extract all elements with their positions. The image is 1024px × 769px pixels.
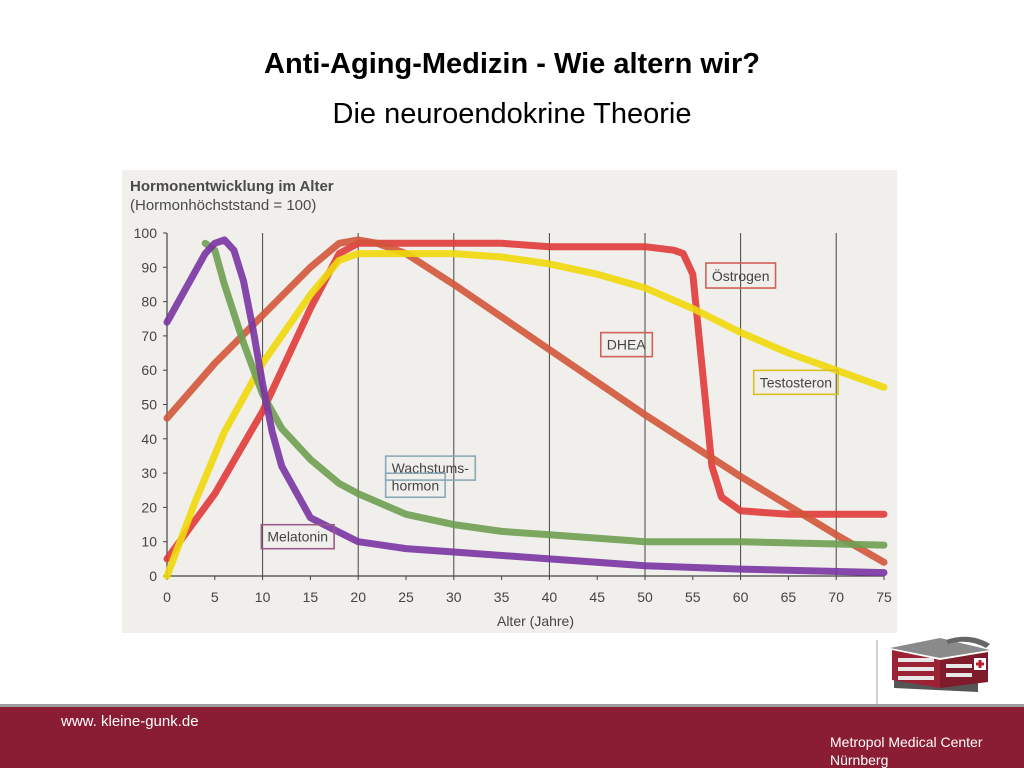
x-tick-label: 20 bbox=[350, 589, 366, 605]
x-tick-label: 55 bbox=[685, 589, 701, 605]
y-tick-label: 40 bbox=[141, 431, 157, 447]
y-tick-label: 30 bbox=[141, 465, 157, 481]
x-tick-label: 35 bbox=[494, 589, 510, 605]
y-tick-label: 90 bbox=[141, 259, 157, 275]
series-label: Testosteron bbox=[760, 374, 832, 390]
y-tick-label: 80 bbox=[141, 294, 157, 310]
series-label-box bbox=[384, 455, 477, 481]
y-tick-label: 50 bbox=[141, 397, 157, 413]
footer-organization: Metropol Medical Center Nürnberg bbox=[830, 733, 983, 769]
x-tick-label: 60 bbox=[733, 589, 749, 605]
series-label-box bbox=[599, 331, 654, 358]
x-tick-label: 50 bbox=[637, 589, 653, 605]
series-line bbox=[163, 250, 888, 580]
footer-rule bbox=[0, 704, 1024, 707]
series-label-box bbox=[384, 472, 446, 499]
hospital-building-logo bbox=[890, 636, 990, 692]
y-tick-label: 70 bbox=[141, 328, 157, 344]
series-line bbox=[163, 236, 888, 566]
footer-org-city: Nürnberg bbox=[830, 752, 889, 768]
series-label-box bbox=[260, 523, 335, 550]
x-tick-label: 0 bbox=[163, 589, 171, 605]
series-label: DHEA bbox=[607, 337, 647, 353]
series-label-box bbox=[705, 262, 777, 289]
chart-canvas: 0 10 20 30 40 50 60 70 80 90 100 0 5 10 15 20 25 30 35 40 45… bbox=[134, 225, 892, 629]
y-tick-label: 0 bbox=[149, 568, 157, 584]
hormone-chart: 0 10 20 30 40 50 60 70 80 90 100 0 5 10 15 20 25 30 35 40 45… bbox=[122, 170, 897, 633]
x-axis-label: Alter (Jahre) bbox=[497, 613, 574, 629]
series-label: Wachstums- bbox=[392, 460, 470, 476]
logo-divider bbox=[876, 640, 878, 704]
x-tick-label: 25 bbox=[398, 589, 414, 605]
x-tick-label: 30 bbox=[446, 589, 462, 605]
slide-subtitle: Die neuroendokrine Theorie bbox=[332, 98, 692, 130]
x-tick-label: 65 bbox=[781, 589, 797, 605]
footer-org-name: Metropol Medical Center bbox=[830, 734, 983, 750]
y-tick-label: 100 bbox=[134, 225, 158, 241]
x-tick-label: 75 bbox=[876, 589, 892, 605]
x-tick-label: 15 bbox=[303, 589, 319, 605]
slide-title: Anti-Aging-Medizin - Wie altern wir? bbox=[264, 48, 760, 80]
series-line bbox=[163, 236, 888, 577]
y-tick-label: 60 bbox=[141, 362, 157, 378]
x-tick-label: 5 bbox=[211, 589, 219, 605]
footer-url: www. kleine-gunk.de bbox=[61, 713, 199, 730]
footer-bar bbox=[0, 707, 1024, 768]
series-label: Östrogen bbox=[712, 267, 770, 284]
y-tick-label: 20 bbox=[141, 499, 157, 515]
x-tick-label: 10 bbox=[255, 589, 271, 605]
x-tick-label: 40 bbox=[542, 589, 558, 605]
series-label: hormon bbox=[392, 477, 439, 493]
series-label: Melatonin bbox=[267, 529, 328, 545]
series-label-box bbox=[752, 369, 839, 396]
y-tick-label: 10 bbox=[141, 534, 157, 550]
series-line bbox=[201, 239, 888, 549]
series-line bbox=[163, 239, 888, 563]
chart-title: Hormonentwicklung im Alter bbox=[130, 178, 334, 195]
chart-subtitle: (Hormonhöchststand = 100) bbox=[130, 197, 317, 214]
x-tick-label: 45 bbox=[589, 589, 605, 605]
x-tick-label: 70 bbox=[828, 589, 844, 605]
